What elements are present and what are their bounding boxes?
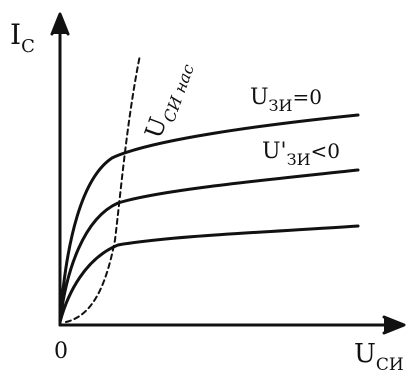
origin-label: 0 bbox=[54, 339, 68, 364]
middle-curve-label: U'ЗИ<0 bbox=[262, 139, 340, 169]
middle-curve-label-main: U' bbox=[262, 139, 287, 164]
curve-middle bbox=[58, 168, 360, 324]
saturation-label-sub: СИ нас bbox=[159, 62, 197, 125]
x-axis-arrow bbox=[382, 315, 406, 335]
y-axis-arrow bbox=[50, 12, 70, 36]
x-axis-label-sub: СИ bbox=[376, 355, 404, 375]
top-curve-label: UЗИ=0 bbox=[250, 85, 322, 115]
middle-curve-label-sub: ЗИ bbox=[287, 150, 311, 169]
curve-bottom bbox=[58, 224, 360, 324]
top-curve-label-cond: =0 bbox=[292, 85, 321, 109]
middle-curve-label-cond: <0 bbox=[311, 139, 340, 163]
curve-top bbox=[58, 113, 360, 324]
axes bbox=[50, 12, 406, 335]
top-curve-label-sub: ЗИ bbox=[269, 96, 293, 115]
y-axis-label: IC bbox=[10, 18, 35, 57]
x-axis-label-main: U bbox=[354, 339, 376, 369]
top-curve-label-main: U bbox=[250, 85, 269, 110]
y-axis-label-sub: C bbox=[21, 36, 35, 57]
x-axis-label: UСИ bbox=[354, 339, 404, 375]
y-axis-label-main: I bbox=[10, 18, 21, 51]
curves bbox=[58, 54, 360, 324]
saturation-label: UСИ нас bbox=[139, 57, 198, 144]
saturation-line bbox=[65, 54, 141, 323]
